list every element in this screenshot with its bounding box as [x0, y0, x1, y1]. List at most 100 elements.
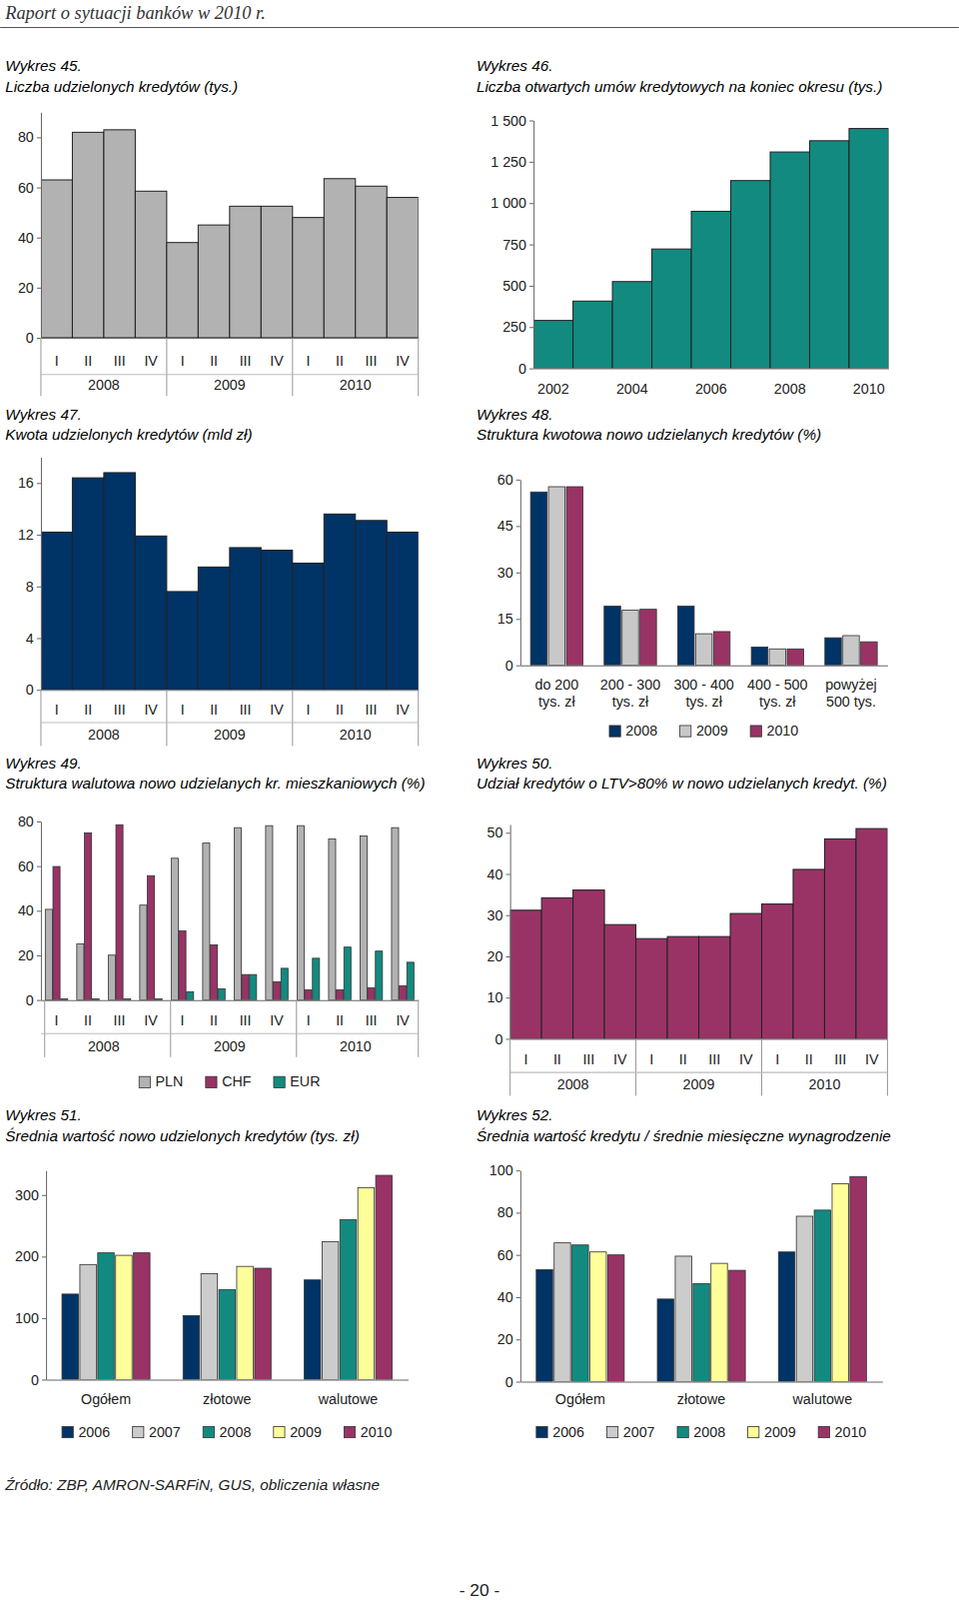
bar	[355, 520, 387, 690]
x-tick: I	[54, 701, 59, 718]
bar	[607, 1254, 624, 1382]
chart-subtitle: Średnia wartość kredytu / średnie miesię…	[476, 1126, 892, 1144]
bar	[778, 1251, 795, 1382]
x-tick-label: II	[335, 701, 344, 718]
y-tick-mark	[516, 1338, 521, 1340]
x-tick-label: złotowe	[202, 1390, 251, 1407]
x-tick-label: III	[239, 701, 252, 718]
bar	[312, 958, 320, 1000]
group-separator	[761, 1037, 763, 1095]
y-tick-label: 80	[17, 813, 34, 830]
x-tick: III	[365, 701, 378, 718]
x-axis-line	[520, 1380, 883, 1382]
chart-title: Wykres 49.	[4, 754, 82, 772]
bar	[323, 178, 355, 338]
bar	[139, 905, 147, 1000]
x-tick: I	[180, 701, 185, 718]
bar	[386, 531, 418, 690]
bar	[200, 1273, 217, 1380]
bar	[115, 1254, 132, 1379]
y-tick: 0	[505, 1373, 521, 1390]
x-tick: II	[335, 1011, 344, 1028]
bar	[71, 477, 103, 690]
bar	[115, 824, 123, 999]
legend-label: 2007	[148, 1423, 181, 1440]
x-tick: II	[679, 1050, 688, 1067]
x-axis-line	[40, 337, 419, 339]
y-tick: 20	[17, 279, 41, 296]
bars	[61, 1174, 393, 1379]
chart-title: Wykres 45.	[4, 56, 82, 74]
bar	[530, 491, 548, 665]
group-rule	[40, 373, 419, 375]
chart-subtitle: Struktura walutowa nowo udzielanych kr. …	[4, 774, 425, 792]
y-tick-label: 100	[14, 1309, 39, 1326]
source: Źródło: ZBP, AMRON-SARFiN, GUS, obliczen…	[3, 1475, 380, 1493]
chart-title: Wykres 50.	[476, 754, 554, 772]
x-tick-label: 200 - 300tys. zł	[600, 676, 661, 709]
y-tick-label: 80	[17, 128, 34, 145]
x-tick-label: IV	[395, 1011, 410, 1028]
x-tick: II	[335, 352, 344, 369]
bars	[510, 828, 889, 1038]
y-tick: 0	[518, 360, 534, 377]
y-tick: 40	[17, 902, 41, 919]
y-tick-mark	[506, 1037, 511, 1039]
chart-subtitle: Liczba udzielonych kredytów (tys.)	[4, 77, 238, 95]
x-tick: II	[83, 1011, 92, 1028]
bar	[178, 930, 186, 999]
bar	[657, 1298, 674, 1382]
header-rule	[0, 26, 959, 28]
x-tick-label: IV	[865, 1050, 880, 1067]
bar	[375, 1174, 392, 1379]
y-tick: 80	[497, 1203, 521, 1220]
x-tick-label: II	[335, 352, 344, 369]
y-tick-label: 60	[497, 1246, 514, 1263]
y-tick: 500	[502, 277, 534, 294]
y-tick-mark	[36, 482, 41, 484]
bar	[510, 910, 542, 1039]
x-tick-label: IV	[269, 1011, 284, 1028]
group-label: 2008	[557, 1075, 590, 1092]
y-tick: 100	[489, 1161, 521, 1178]
legend-label: 2010	[360, 1423, 393, 1440]
legend-label: 2010	[835, 1423, 868, 1440]
x-tick: I	[54, 1011, 59, 1028]
y-axis: 0100200300	[14, 1170, 46, 1388]
y-tick-label: 1 000	[490, 194, 527, 211]
x-tick: III	[113, 701, 126, 718]
y-tick: 60	[17, 858, 41, 875]
bar	[134, 190, 166, 338]
x-tick: II	[209, 352, 218, 369]
bar	[186, 990, 194, 999]
bar	[809, 140, 849, 369]
x-axis: IIIIIIIVIIIIIIIVIIIIIIIV	[510, 1038, 889, 1067]
legend-item: 2010	[818, 1423, 867, 1440]
group-label: 2010	[339, 726, 372, 743]
legend-item: 2008	[202, 1423, 251, 1440]
y-tick-label: 300	[14, 1186, 39, 1203]
group-separator	[39, 337, 41, 396]
y-tick-label: 20	[17, 947, 34, 963]
y-tick: 0	[495, 1030, 511, 1047]
x-tick: III	[239, 701, 252, 718]
x-tick: powyżej500 tys.	[825, 676, 878, 709]
legend-swatch	[61, 1425, 73, 1437]
x-tick: do 200tys. zł	[534, 676, 579, 709]
y-tick-mark	[506, 996, 511, 998]
x-axis: IIIIIIIVIIIIIIIVIIIIIIIV	[40, 337, 419, 369]
y-tick-label: 60	[17, 858, 34, 875]
y-tick: 16	[17, 474, 41, 491]
x-tick-label: IV	[395, 352, 410, 369]
bar	[229, 205, 261, 338]
bar	[40, 179, 72, 338]
x-tick: 2010	[853, 380, 886, 397]
x-tick-label: złotowe	[677, 1390, 726, 1407]
y-tick-mark	[516, 572, 521, 574]
y-tick-mark	[529, 326, 534, 328]
group-separator	[43, 999, 45, 1057]
bar	[573, 300, 613, 368]
y-tick-mark	[506, 956, 511, 958]
x-tick-label: II	[83, 701, 92, 718]
bar	[296, 825, 304, 999]
